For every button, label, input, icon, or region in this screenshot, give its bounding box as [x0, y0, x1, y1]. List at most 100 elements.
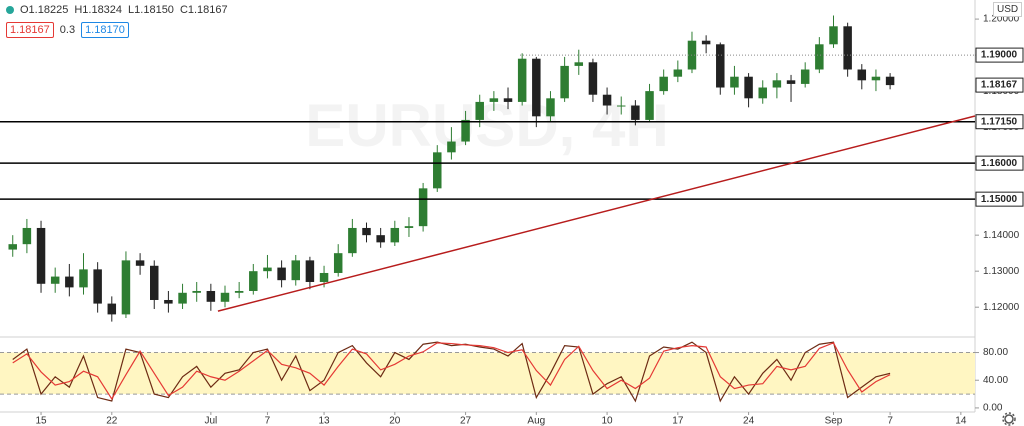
settings-icon[interactable] — [1002, 412, 1016, 426]
candle-body — [291, 260, 300, 281]
candle-body — [22, 227, 32, 245]
candle-body — [164, 299, 173, 304]
candle-body — [574, 62, 584, 66]
legend-header: O1.18225 H1.18324 L1.18150 C1.18167 1.18… — [0, 0, 228, 40]
candle-body — [772, 80, 782, 88]
candle-body — [362, 227, 371, 236]
candle-body — [8, 244, 17, 250]
alert-label: 1.19000 — [981, 50, 1018, 61]
candle-body — [220, 292, 230, 302]
candle-body — [178, 292, 187, 304]
ohlc-row: O1.18225 H1.18324 L1.18150 C1.18167 — [0, 0, 228, 20]
y-tick-label: 80.00 — [983, 347, 1008, 358]
y-tick-label: 0.00 — [983, 403, 1003, 414]
trendline — [217, 115, 976, 312]
candle-body — [348, 227, 357, 254]
candle-body — [50, 276, 60, 284]
x-tick-label: Jul — [204, 416, 217, 426]
x-tick-label: 10 — [602, 416, 614, 426]
candle-body — [560, 65, 569, 99]
ask-button[interactable]: 1.18170 — [81, 22, 129, 38]
candle-body — [602, 94, 612, 106]
y-tick-label: 1.12000 — [983, 302, 1020, 313]
x-tick-label: 24 — [743, 416, 755, 426]
alert-label-box — [975, 47, 1024, 63]
candle-body — [829, 26, 838, 45]
candle-body — [758, 87, 767, 99]
candle-body — [93, 269, 102, 304]
candle-body — [79, 269, 88, 288]
level-label: 1.16000 — [981, 158, 1018, 169]
currency-label[interactable]: USD — [993, 2, 1023, 17]
level-label-box — [975, 155, 1024, 171]
x-tick-label: Aug — [527, 416, 545, 426]
candle-body — [489, 98, 499, 102]
y-tick-label: 1.13000 — [983, 266, 1020, 277]
candle-body — [786, 80, 796, 84]
candle-body — [588, 62, 598, 95]
candle-body — [333, 253, 343, 273]
candle-body — [234, 290, 244, 293]
candle-body — [107, 303, 117, 315]
close-text: C1.18167 — [179, 4, 228, 16]
candle-body — [800, 69, 810, 84]
candle-body — [659, 76, 668, 92]
low-text: L1.18150 — [128, 4, 174, 16]
x-tick-label: 22 — [106, 416, 118, 426]
status-dot — [6, 6, 14, 14]
y-tick-label: 40.00 — [983, 375, 1008, 386]
candle-body — [390, 227, 400, 243]
level-label-box — [975, 114, 1024, 130]
level-label: 1.17150 — [981, 116, 1018, 127]
watermark: EURUSD, 4H — [305, 92, 668, 159]
x-tick-label: 7 — [265, 416, 271, 426]
candle-body — [376, 235, 385, 243]
candle-body — [857, 69, 867, 81]
candle-body — [503, 98, 513, 102]
x-tick-label: 17 — [672, 416, 684, 426]
candle-body — [475, 101, 484, 120]
candle-body — [815, 44, 824, 70]
x-tick-label: 13 — [318, 416, 330, 426]
x-tick-label: 7 — [887, 416, 893, 426]
candle-body — [447, 141, 456, 153]
candle-body — [433, 152, 442, 189]
candle-body — [135, 260, 145, 266]
candle-body — [885, 76, 895, 86]
candle-body — [150, 265, 159, 300]
bid-button[interactable]: 1.18167 — [6, 22, 54, 38]
candle-body — [843, 26, 852, 70]
candle-body — [319, 272, 329, 282]
candle-body — [730, 76, 739, 88]
x-tick-label: 27 — [460, 416, 472, 426]
candle-body — [631, 105, 640, 120]
quote-row: 1.18167 0.3 1.18170 — [0, 20, 228, 40]
candle-body — [532, 58, 541, 117]
last-price-label-box — [975, 77, 1024, 93]
candle-body — [277, 267, 286, 281]
band — [0, 352, 975, 395]
candle-body — [546, 98, 555, 117]
last-price-label: 1.18167 — [981, 80, 1018, 91]
x-tick-label: 15 — [35, 416, 47, 426]
level-label-box — [975, 191, 1024, 207]
candle-body — [461, 119, 470, 142]
level-label: 1.15000 — [981, 194, 1018, 205]
candle-body — [36, 227, 46, 284]
candles — [8, 15, 895, 322]
candle-body — [701, 40, 711, 45]
spread-text: 0.3 — [59, 24, 76, 36]
candle-body — [192, 290, 201, 293]
oscillator-line — [12, 342, 891, 401]
candle-body — [65, 276, 74, 288]
candle-body — [517, 58, 527, 102]
candle-body — [418, 188, 428, 227]
x-tick-label: 20 — [389, 416, 401, 426]
candle-body — [616, 105, 626, 107]
y-tick-label: 1.20000 — [983, 14, 1020, 25]
x-tick-label: 14 — [955, 416, 967, 426]
candle-body — [249, 271, 258, 291]
oscillator-line — [12, 341, 891, 403]
open-text: O1.18225 — [20, 4, 69, 16]
